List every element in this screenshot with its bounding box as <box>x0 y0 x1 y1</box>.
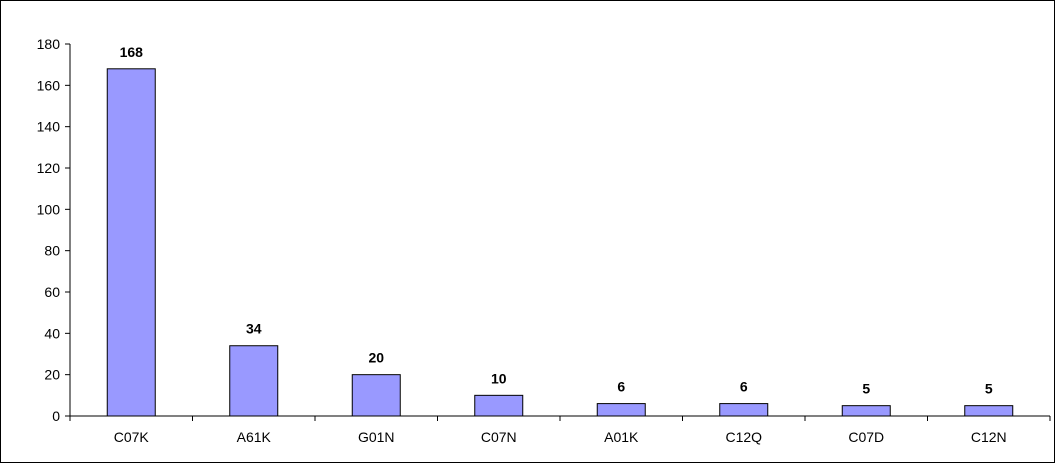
data-label: 20 <box>368 350 384 366</box>
y-tick-label: 160 <box>37 77 61 93</box>
bar-c07n <box>474 394 524 417</box>
x-category-label: A01K <box>604 429 639 445</box>
y-tick-label: 80 <box>44 243 60 259</box>
data-label: 6 <box>617 379 625 395</box>
x-category-label: C07K <box>114 429 150 445</box>
x-category-label: G01N <box>358 429 395 445</box>
bar-c07k <box>106 68 156 417</box>
bar-a61k <box>229 345 279 417</box>
y-tick-label: 180 <box>37 36 61 52</box>
data-label: 10 <box>491 370 507 386</box>
bar-c12q <box>719 403 769 417</box>
y-tick-label: 0 <box>52 408 60 424</box>
axes <box>65 43 1051 421</box>
data-label: 34 <box>246 321 262 337</box>
x-category-label: C12Q <box>725 429 762 445</box>
x-category-label: C12N <box>971 429 1007 445</box>
y-tick-label: 120 <box>37 160 61 176</box>
y-tick-label: 60 <box>44 284 60 300</box>
y-tick-label: 140 <box>37 119 61 135</box>
data-label: 5 <box>862 381 870 397</box>
y-tick-label: 100 <box>37 201 61 217</box>
x-category-label: A61K <box>237 429 272 445</box>
data-label: 6 <box>740 379 748 395</box>
bar-c07d <box>841 405 891 417</box>
y-tick-label: 20 <box>44 367 60 383</box>
x-category-label: C07N <box>481 429 517 445</box>
data-label: 5 <box>985 381 993 397</box>
bars <box>106 68 1014 417</box>
bar-g01n <box>351 374 401 417</box>
x-category-label: C07D <box>848 429 884 445</box>
bar-c12n <box>964 405 1014 417</box>
data-label: 168 <box>120 44 144 60</box>
bar-a01k <box>596 403 646 417</box>
y-tick-label: 40 <box>44 325 60 341</box>
labels: 0 20 40 60 80 100 120 140 160 180 168 C07K 34 A61K 20 G… <box>37 36 1007 445</box>
